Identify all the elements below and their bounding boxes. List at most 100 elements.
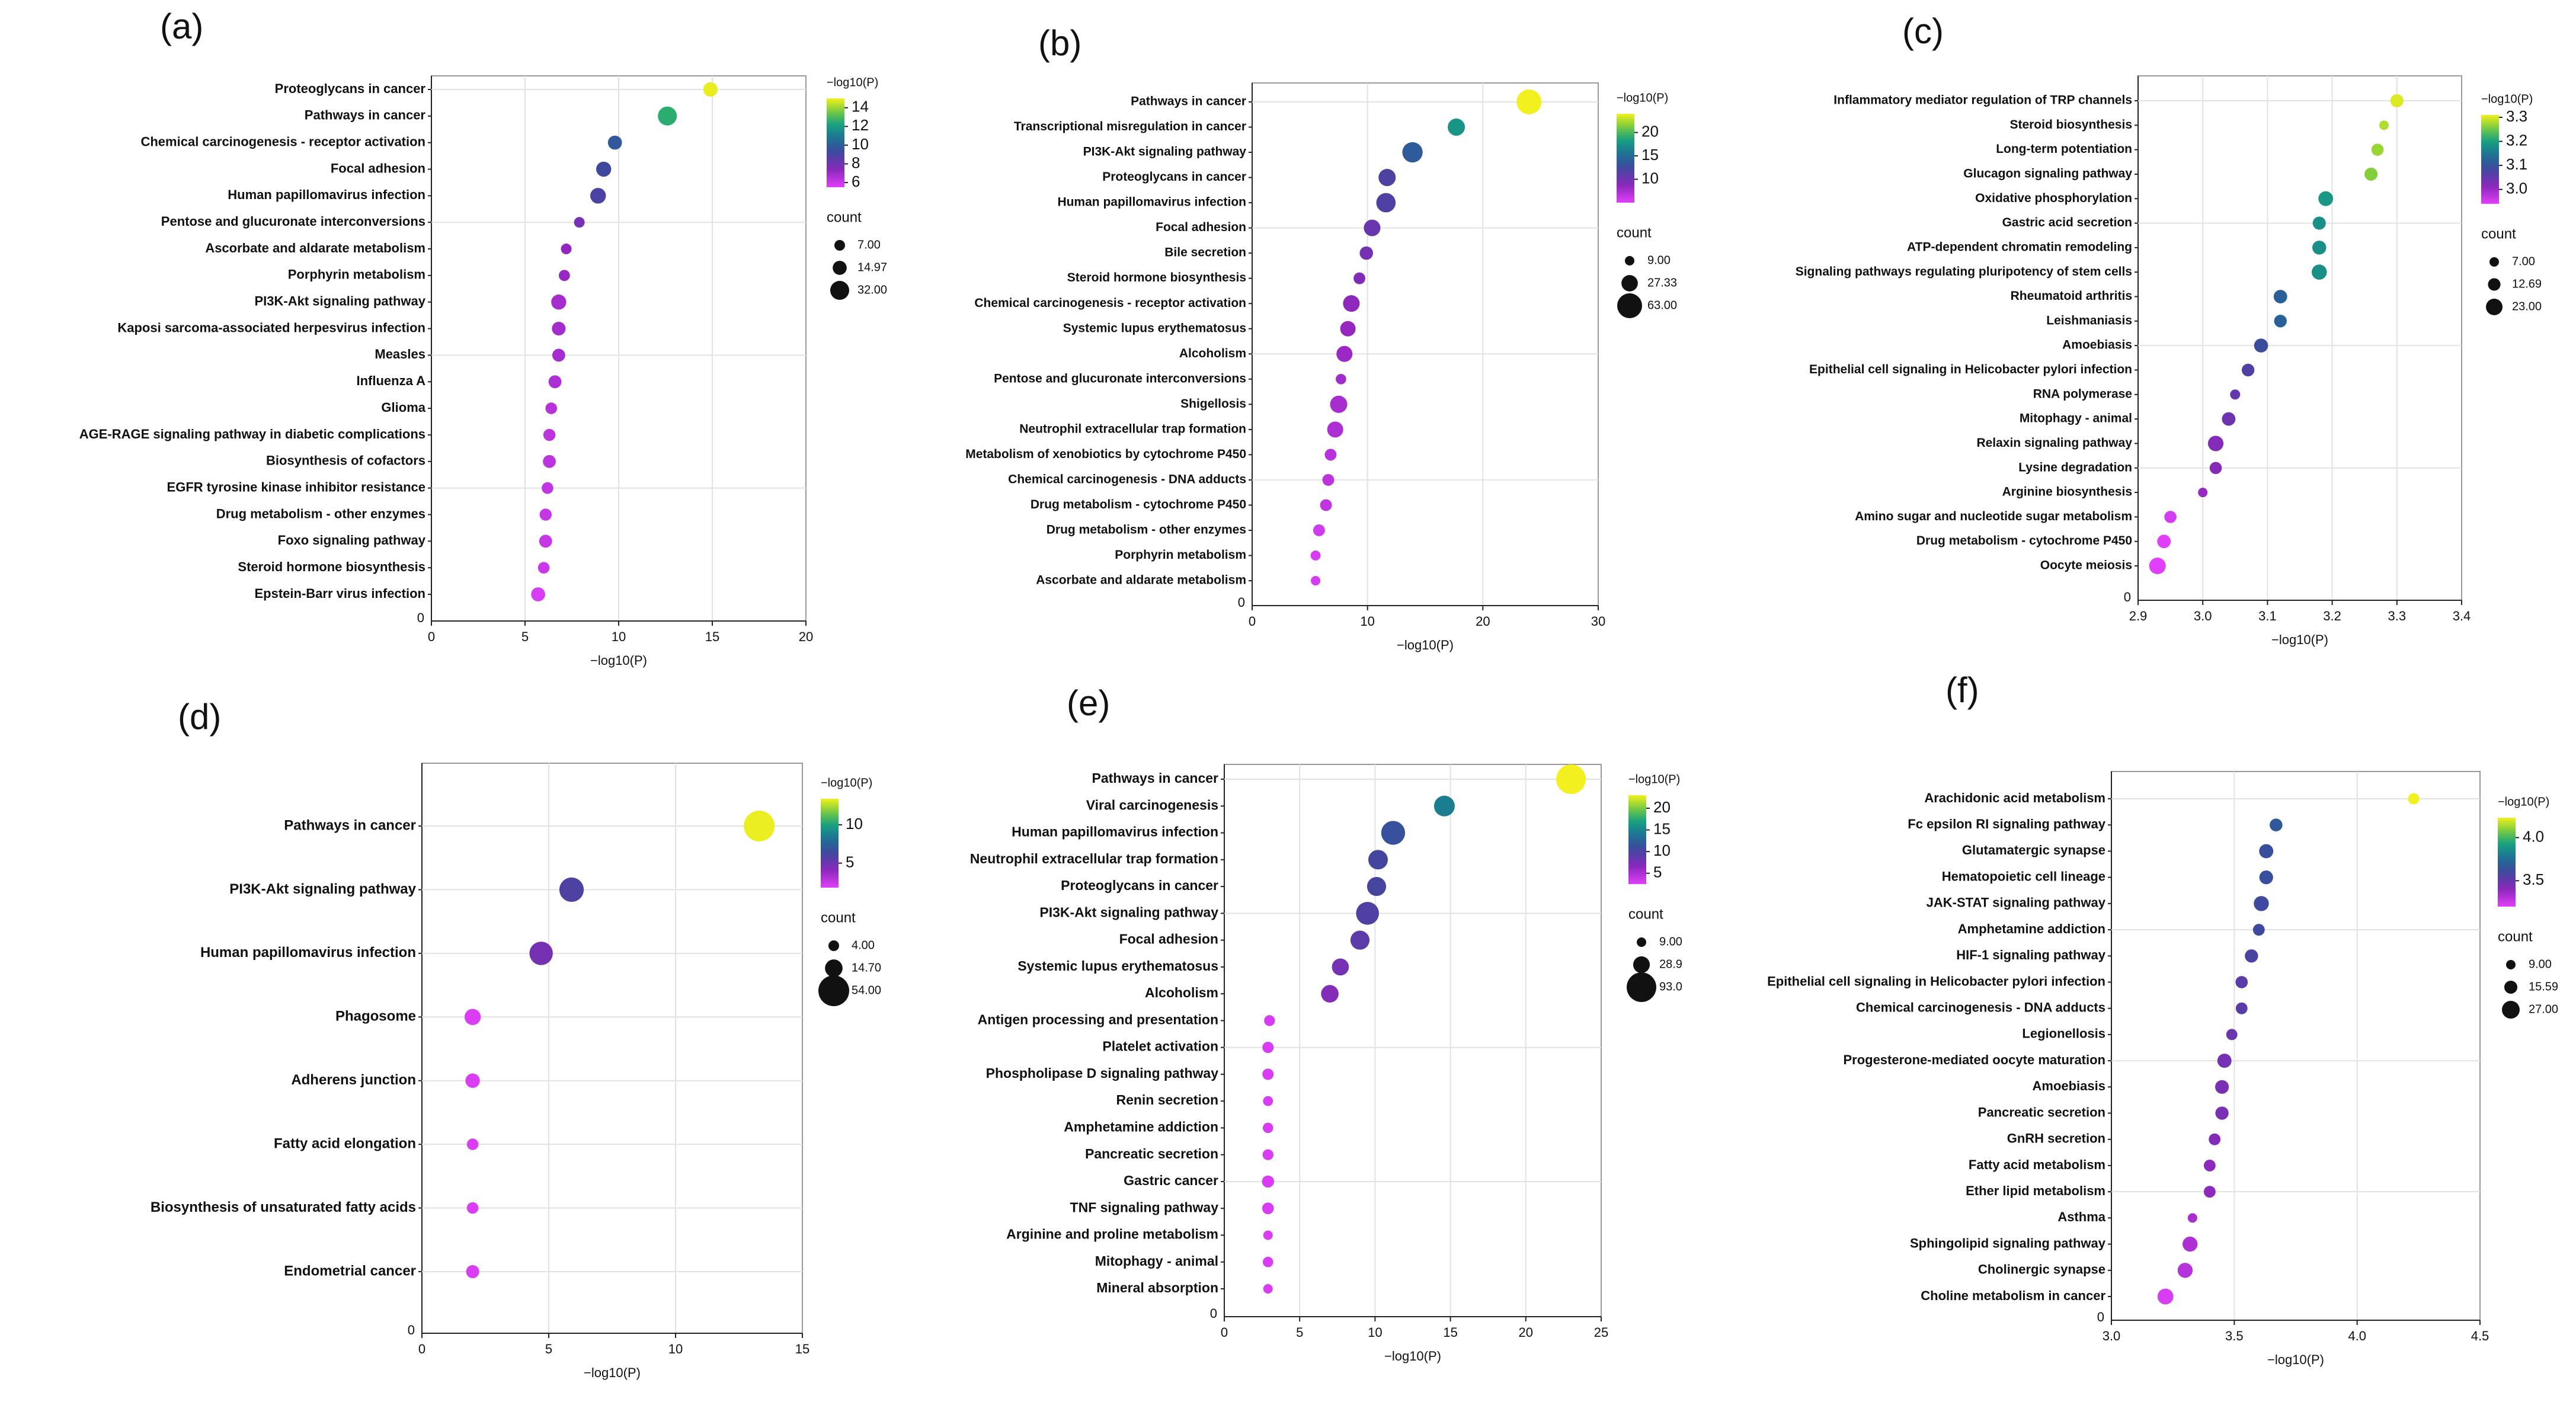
term-label: Human papillomavirus infection	[1012, 824, 1218, 840]
x-tick-label: 0	[428, 629, 435, 644]
data-point	[1324, 449, 1337, 461]
y-origin-label: 0	[2124, 590, 2131, 604]
size-legend-label: 23.00	[2512, 300, 2542, 313]
data-point	[545, 402, 558, 414]
x-tick-label: 20	[1476, 614, 1490, 629]
size-legend-title: count	[1617, 225, 1652, 241]
term-label: Focal adhesion	[1119, 932, 1218, 947]
data-point	[2241, 363, 2255, 377]
x-tick-label: 2.9	[2129, 609, 2148, 623]
term-label: Fatty acid metabolism	[1969, 1157, 2105, 1172]
term-label: Epithelial cell signaling in Helicobacte…	[1767, 974, 2105, 988]
data-point	[1262, 1042, 1274, 1054]
data-point	[1310, 550, 1321, 561]
data-point	[1378, 169, 1396, 187]
data-point	[1448, 119, 1465, 136]
term-label: Measles	[375, 347, 425, 361]
term-label: Pancreatic secretion	[1978, 1105, 2105, 1119]
x-axis-label: −log10(P)	[2271, 632, 2328, 647]
term-label: Influenza A	[356, 373, 425, 388]
term-label: Mitophagy - animal	[2020, 412, 2132, 425]
colorbar-tick-label: 12	[852, 116, 869, 134]
data-point	[2203, 1160, 2216, 1171]
colorbar-tick-label: 3.1	[2506, 155, 2527, 173]
size-legend-label: 14.70	[852, 961, 881, 974]
term-label: Glioma	[381, 400, 425, 415]
term-label: Adherens junction	[291, 1072, 416, 1088]
x-tick-label: 10	[668, 1342, 683, 1356]
x-tick-label: 3.1	[2258, 609, 2277, 623]
x-tick-label: 3.4	[2453, 609, 2471, 623]
data-point	[465, 1073, 480, 1088]
term-label: Systemic lupus erythematosus	[1017, 958, 1218, 974]
size-legend-title: count	[2481, 226, 2516, 242]
term-label: Amino sugar and nucleotide sugar metabol…	[1855, 510, 2132, 523]
colorbar-tick-label: 3.2	[2506, 131, 2527, 149]
term-label: Pathways in cancer	[305, 108, 426, 123]
colorbar	[1628, 795, 1646, 884]
chart-panel-d: 0 5 10 15 0 −log10(P) Pathways in cancer PI3K-A…	[151, 763, 881, 1380]
colorbar-title: −log10(P)	[1617, 91, 1668, 104]
data-point	[2254, 896, 2269, 911]
data-point	[2270, 818, 2283, 831]
term-label: Human papillomavirus infection	[1057, 196, 1246, 209]
term-label: Mineral absorption	[1096, 1280, 1218, 1295]
y-origin-label: 0	[2097, 1310, 2104, 1324]
x-tick-label: 10	[612, 629, 626, 644]
size-legend-dot	[2486, 299, 2503, 315]
data-point	[466, 1138, 479, 1150]
term-label: Amphetamine addiction	[1064, 1119, 1218, 1134]
data-point	[1433, 795, 1455, 817]
data-point	[561, 244, 572, 255]
data-point	[1313, 524, 1325, 536]
data-point	[537, 562, 550, 574]
data-point	[1340, 321, 1356, 337]
data-point	[2209, 462, 2222, 475]
term-label: Rheumatoid arthritis	[2011, 289, 2132, 303]
x-tick-label: 5	[545, 1342, 552, 1356]
term-label: Alcoholism	[1179, 347, 1246, 360]
term-label: Steroid biosynthesis	[2009, 118, 2132, 132]
data-point	[2259, 870, 2273, 885]
term-label: Lysine degradation	[2018, 460, 2132, 474]
colorbar-tick-label: 3.5	[2523, 870, 2544, 888]
term-label: Neutrophil extracellular trap formation	[1019, 422, 1246, 436]
colorbar-tick-label: 20	[1641, 122, 1659, 140]
term-label: GnRH secretion	[2007, 1131, 2105, 1146]
term-label: Amoebiasis	[2033, 1078, 2106, 1093]
data-point	[1330, 395, 1348, 413]
term-label: Viral carcinogenesis	[1086, 797, 1218, 812]
data-point	[703, 82, 718, 97]
data-point	[542, 482, 553, 494]
x-tick-label: 0	[418, 1342, 425, 1356]
term-label: Neutrophil extracellular trap formation	[970, 851, 1218, 866]
colorbar-title: −log10(P)	[2481, 92, 2533, 105]
data-point	[1336, 345, 1353, 362]
size-legend-label: 27.00	[2529, 1003, 2558, 1016]
term-label: Ether lipid metabolism	[1966, 1183, 2105, 1198]
data-point	[2311, 264, 2327, 280]
term-label: HIF-1 signaling pathway	[1956, 948, 2106, 962]
term-label: Porphyrin metabolism	[1115, 548, 1246, 562]
data-point	[1343, 295, 1360, 312]
data-point	[1516, 89, 1542, 114]
size-legend-label: 93.0	[1659, 980, 1682, 993]
term-label: Alcoholism	[1145, 985, 1218, 1000]
size-legend-label: 27.33	[1647, 276, 1677, 289]
chart-panel-f: 3.0 3.5 4.0 4.5 0 −log10(P) Arachidonic acid m…	[1767, 771, 2558, 1367]
size-legend-title: count	[1628, 906, 1663, 922]
size-legend-label: 12.69	[2512, 277, 2542, 290]
term-label: Pathways in cancer	[1131, 95, 1246, 108]
colorbar-tick-label: 20	[1653, 798, 1671, 816]
data-point	[1364, 219, 1381, 236]
data-point	[2312, 216, 2326, 230]
x-tick-label: 20	[799, 629, 813, 644]
term-label: Amphetamine addiction	[1958, 921, 2105, 936]
term-label: Inflammatory mediator regulation of TRP …	[1833, 94, 2132, 107]
colorbar	[1617, 114, 1634, 203]
data-point	[2252, 924, 2265, 936]
y-origin-label: 0	[1238, 595, 1245, 610]
x-axis-label: −log10(P)	[590, 653, 647, 668]
x-tick-label: 5	[521, 629, 529, 644]
data-point	[1376, 193, 1396, 213]
